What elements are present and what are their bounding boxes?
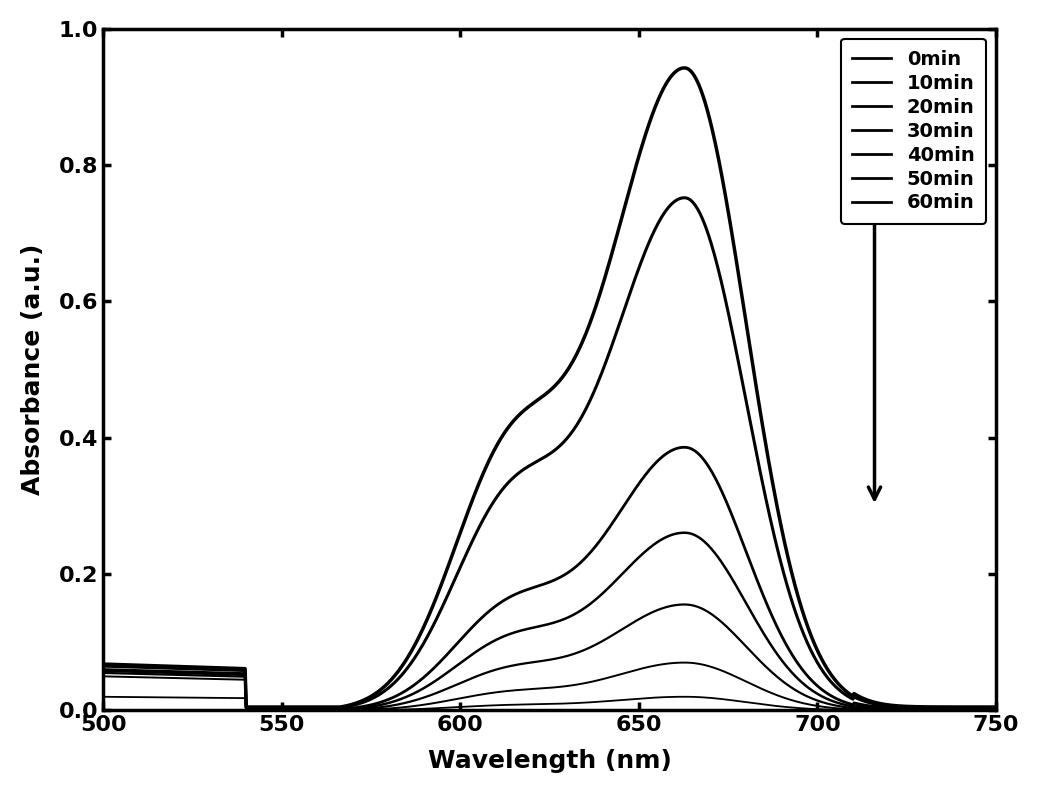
10min — [152, 663, 164, 673]
40min — [152, 669, 164, 679]
30min — [678, 528, 691, 538]
60min — [868, 705, 881, 715]
0min — [868, 697, 881, 707]
50min — [990, 705, 1003, 715]
50min — [640, 663, 652, 673]
0min — [152, 661, 164, 671]
60min — [667, 692, 679, 702]
60min — [640, 693, 652, 703]
60min — [678, 692, 691, 702]
30min — [97, 666, 109, 676]
60min — [240, 705, 253, 715]
50min — [152, 673, 164, 682]
20min — [152, 666, 164, 676]
60min — [97, 692, 109, 702]
40min — [640, 611, 652, 620]
50min — [776, 692, 788, 702]
40min — [678, 599, 691, 609]
40min — [240, 705, 253, 715]
30min — [868, 703, 881, 712]
30min — [617, 569, 629, 578]
10min — [667, 198, 679, 207]
10min — [617, 310, 629, 319]
0min — [990, 702, 1003, 711]
10min — [678, 193, 691, 202]
10min — [240, 703, 253, 712]
30min — [640, 546, 652, 556]
20min — [868, 702, 881, 711]
Line: 50min: 50min — [103, 662, 996, 710]
60min — [617, 696, 629, 705]
10min — [97, 661, 109, 671]
10min — [868, 699, 881, 708]
30min — [667, 530, 679, 539]
20min — [97, 665, 109, 674]
50min — [617, 669, 629, 678]
20min — [776, 633, 788, 642]
40min — [667, 601, 679, 611]
60min — [152, 692, 164, 702]
30min — [240, 704, 253, 714]
Line: 20min: 20min — [103, 447, 996, 708]
60min — [990, 705, 1003, 715]
50min — [97, 672, 109, 681]
Line: 30min: 30min — [103, 533, 996, 709]
20min — [678, 442, 691, 452]
0min — [240, 702, 253, 711]
60min — [776, 702, 788, 711]
40min — [617, 624, 629, 634]
40min — [990, 705, 1003, 715]
Line: 0min: 0min — [103, 68, 996, 707]
0min — [97, 659, 109, 669]
40min — [868, 704, 881, 714]
0min — [667, 69, 679, 79]
Line: 60min: 60min — [103, 697, 996, 710]
20min — [990, 703, 1003, 713]
Y-axis label: Absorbance (a.u.): Absorbance (a.u.) — [21, 244, 45, 495]
30min — [152, 668, 164, 677]
50min — [678, 657, 691, 667]
10min — [776, 564, 788, 573]
0min — [640, 128, 652, 137]
20min — [617, 503, 629, 512]
40min — [776, 676, 788, 686]
X-axis label: Wavelength (nm): Wavelength (nm) — [427, 750, 672, 773]
Line: 40min: 40min — [103, 604, 996, 710]
50min — [868, 704, 881, 714]
0min — [617, 210, 629, 219]
50min — [667, 658, 679, 668]
0min — [776, 528, 788, 538]
10min — [990, 703, 1003, 712]
30min — [776, 657, 788, 666]
10min — [640, 245, 652, 254]
40min — [97, 669, 109, 678]
20min — [667, 445, 679, 455]
50min — [240, 705, 253, 715]
0min — [678, 64, 691, 73]
20min — [240, 703, 253, 713]
Line: 10min: 10min — [103, 198, 996, 707]
30min — [990, 704, 1003, 714]
20min — [640, 469, 652, 479]
Legend: 0min, 10min, 20min, 30min, 40min, 50min, 60min: 0min, 10min, 20min, 30min, 40min, 50min,… — [840, 39, 986, 224]
